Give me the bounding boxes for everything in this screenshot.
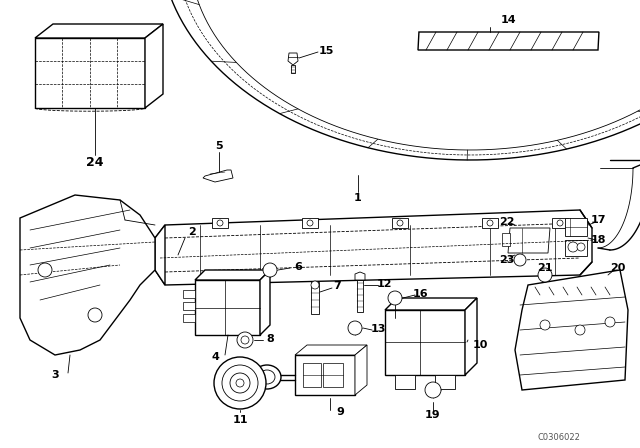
Text: 3: 3 bbox=[51, 370, 59, 380]
Circle shape bbox=[214, 357, 266, 409]
Polygon shape bbox=[355, 345, 367, 395]
Text: 21: 21 bbox=[537, 263, 553, 273]
Circle shape bbox=[88, 308, 102, 322]
Bar bbox=[311, 282, 319, 314]
Circle shape bbox=[538, 268, 552, 282]
Circle shape bbox=[557, 220, 563, 226]
Polygon shape bbox=[355, 272, 365, 280]
Polygon shape bbox=[502, 233, 510, 246]
Text: 11: 11 bbox=[232, 415, 248, 425]
Text: 16: 16 bbox=[413, 289, 429, 299]
Bar bbox=[482, 218, 498, 228]
Text: 14: 14 bbox=[500, 15, 516, 25]
Circle shape bbox=[577, 243, 585, 251]
Text: 22: 22 bbox=[499, 217, 515, 227]
Text: 5: 5 bbox=[215, 141, 223, 151]
Polygon shape bbox=[195, 270, 270, 280]
Circle shape bbox=[222, 365, 258, 401]
Polygon shape bbox=[385, 298, 477, 310]
Text: 24: 24 bbox=[86, 156, 104, 169]
Polygon shape bbox=[288, 53, 298, 65]
Polygon shape bbox=[203, 170, 233, 182]
Text: 20: 20 bbox=[611, 263, 626, 273]
Circle shape bbox=[307, 220, 313, 226]
Circle shape bbox=[236, 379, 244, 387]
Polygon shape bbox=[195, 280, 260, 335]
Polygon shape bbox=[508, 228, 550, 253]
Text: 13: 13 bbox=[371, 324, 386, 334]
Bar bbox=[357, 280, 363, 312]
Bar bbox=[395, 375, 415, 389]
Circle shape bbox=[237, 332, 253, 348]
Bar bbox=[295, 355, 355, 395]
Polygon shape bbox=[20, 195, 155, 355]
Circle shape bbox=[388, 291, 402, 305]
Circle shape bbox=[514, 254, 526, 266]
Bar bbox=[303, 363, 321, 387]
Polygon shape bbox=[35, 24, 163, 38]
Text: 8: 8 bbox=[266, 334, 274, 344]
Circle shape bbox=[575, 325, 585, 335]
Text: 7: 7 bbox=[333, 281, 341, 291]
Polygon shape bbox=[35, 38, 145, 108]
Polygon shape bbox=[465, 298, 477, 375]
Text: 19: 19 bbox=[425, 410, 441, 420]
Bar bbox=[212, 218, 228, 228]
Text: 4: 4 bbox=[211, 352, 219, 362]
Bar bbox=[183, 314, 195, 322]
Polygon shape bbox=[385, 310, 465, 375]
Circle shape bbox=[217, 220, 223, 226]
Ellipse shape bbox=[259, 370, 275, 384]
Text: 17: 17 bbox=[590, 215, 605, 225]
Bar bbox=[392, 218, 408, 228]
Circle shape bbox=[311, 281, 319, 289]
Polygon shape bbox=[155, 225, 165, 285]
Text: 6: 6 bbox=[294, 262, 302, 272]
Polygon shape bbox=[295, 345, 367, 355]
Text: 1: 1 bbox=[354, 193, 362, 203]
Circle shape bbox=[568, 242, 578, 252]
Bar bbox=[302, 218, 318, 228]
Ellipse shape bbox=[253, 365, 281, 389]
Polygon shape bbox=[565, 218, 587, 236]
Polygon shape bbox=[515, 270, 628, 390]
Circle shape bbox=[397, 220, 403, 226]
Text: C0306022: C0306022 bbox=[537, 434, 580, 443]
Polygon shape bbox=[155, 210, 592, 285]
Text: 2: 2 bbox=[188, 227, 196, 237]
Text: 12: 12 bbox=[376, 279, 392, 289]
Text: 23: 23 bbox=[499, 255, 515, 265]
Polygon shape bbox=[565, 240, 587, 256]
Bar bbox=[291, 65, 295, 73]
Circle shape bbox=[241, 336, 249, 344]
Bar bbox=[552, 218, 568, 228]
Circle shape bbox=[425, 382, 441, 398]
Bar bbox=[435, 375, 455, 389]
Bar bbox=[183, 290, 195, 298]
Circle shape bbox=[605, 317, 615, 327]
Polygon shape bbox=[418, 32, 599, 50]
Circle shape bbox=[230, 373, 250, 393]
Text: 18: 18 bbox=[590, 235, 605, 245]
Circle shape bbox=[487, 220, 493, 226]
Circle shape bbox=[348, 321, 362, 335]
Text: 10: 10 bbox=[472, 340, 488, 350]
Polygon shape bbox=[145, 24, 163, 108]
Bar bbox=[183, 302, 195, 310]
Circle shape bbox=[263, 263, 277, 277]
Text: 9: 9 bbox=[336, 407, 344, 417]
Circle shape bbox=[38, 263, 52, 277]
Bar bbox=[323, 363, 343, 387]
Circle shape bbox=[540, 320, 550, 330]
Text: 15: 15 bbox=[318, 46, 333, 56]
Polygon shape bbox=[260, 270, 270, 335]
